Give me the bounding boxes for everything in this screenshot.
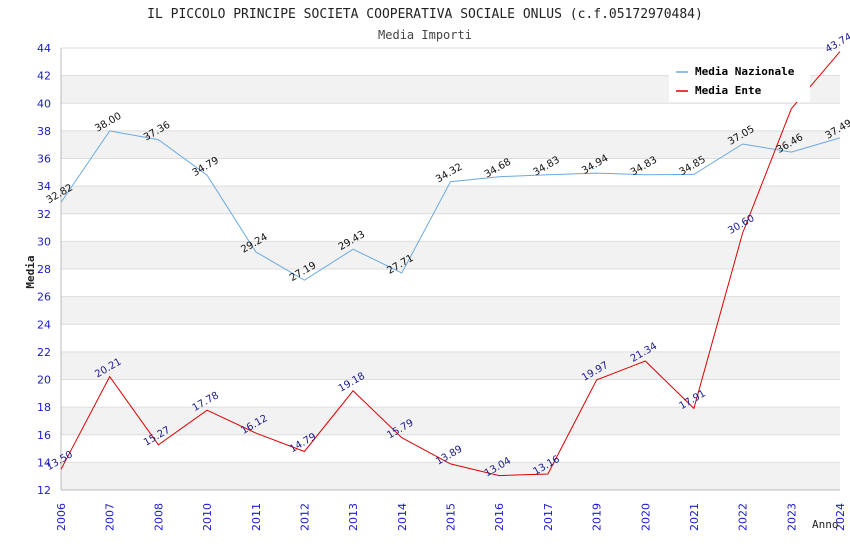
x-tick-label: 2011 — [250, 503, 263, 531]
y-tick-label: 22 — [37, 346, 51, 359]
x-tick-label: 2021 — [688, 503, 701, 531]
grid-lines — [61, 47, 840, 491]
x-tick-label: 2019 — [591, 503, 604, 531]
legend-box — [669, 60, 810, 102]
x-tick-label: 2012 — [298, 503, 311, 531]
x-tick-label: 2020 — [639, 503, 652, 531]
x-tick-label: 2014 — [396, 503, 409, 531]
data-label: 34.32 — [434, 162, 464, 186]
y-tick-label: 34 — [37, 180, 51, 193]
grid-band — [61, 351, 840, 380]
x-tick-label: 2007 — [104, 503, 117, 531]
y-tick-label: 42 — [37, 70, 51, 83]
y-tick-label: 38 — [37, 125, 51, 138]
x-tick-label: 2023 — [785, 503, 798, 531]
y-tick-label: 32 — [37, 208, 51, 221]
x-tick-label: 2008 — [152, 503, 165, 531]
legend-label-nazionale: Media Nazionale — [695, 65, 795, 78]
y-tick-label: 40 — [37, 97, 51, 110]
y-tick-label: 24 — [37, 318, 51, 331]
y-tick-labels: 12 14 16 18 20 22 24 26 28 30 32 34 36 38 40 42 44 — [37, 42, 51, 497]
x-tick-label: 2024 — [834, 503, 847, 531]
legend-label-ente: Media Ente — [695, 84, 762, 97]
chart-title: IL PICCOLO PRINCIPE SOCIETA COOPERATIVA … — [147, 7, 703, 22]
x-tick-label: 2013 — [347, 503, 360, 531]
grid-band — [61, 186, 840, 214]
data-label: 30.60 — [726, 213, 756, 237]
x-axis-label: Anno — [812, 518, 839, 531]
x-tick-label: 2015 — [445, 503, 458, 531]
y-tick-label: 18 — [37, 401, 51, 414]
chart-subtitle: Media Importi — [378, 28, 472, 42]
x-tick-labels: 2006 2007 2008 2010 2011 2012 2013 2014 2015 2016… — [55, 503, 847, 531]
y-tick-label: 12 — [37, 484, 51, 497]
y-axis-label: Media — [24, 255, 37, 288]
series-line-media-ente — [60, 51, 841, 477]
y-tick-label: 20 — [37, 374, 51, 387]
series-line-media-nazionale — [60, 130, 841, 281]
grid-band — [61, 407, 840, 435]
y-tick-label: 28 — [37, 263, 51, 276]
x-tick-label: 2022 — [737, 503, 750, 531]
y-tick-label: 36 — [37, 153, 51, 166]
grid-band — [61, 462, 840, 490]
y-tick-label: 16 — [37, 429, 51, 442]
grid-band — [61, 130, 840, 159]
grid-band — [61, 241, 840, 269]
y-tick-label: 26 — [37, 291, 51, 304]
grid-band — [61, 296, 840, 325]
y-tick-label: 30 — [37, 235, 51, 248]
grid-bands — [61, 75, 840, 490]
x-tick-label: 2010 — [201, 503, 214, 531]
legend: Media Nazionale Media Ente — [669, 60, 810, 102]
y-tick-label: 14 — [37, 456, 51, 469]
data-label: 43.74 — [824, 32, 850, 56]
x-tick-label: 2016 — [493, 503, 506, 531]
x-tick-label: 2006 — [55, 503, 68, 531]
series-lines — [60, 51, 841, 477]
x-tick-label: 2017 — [542, 503, 555, 531]
y-tick-label: 44 — [37, 42, 51, 55]
